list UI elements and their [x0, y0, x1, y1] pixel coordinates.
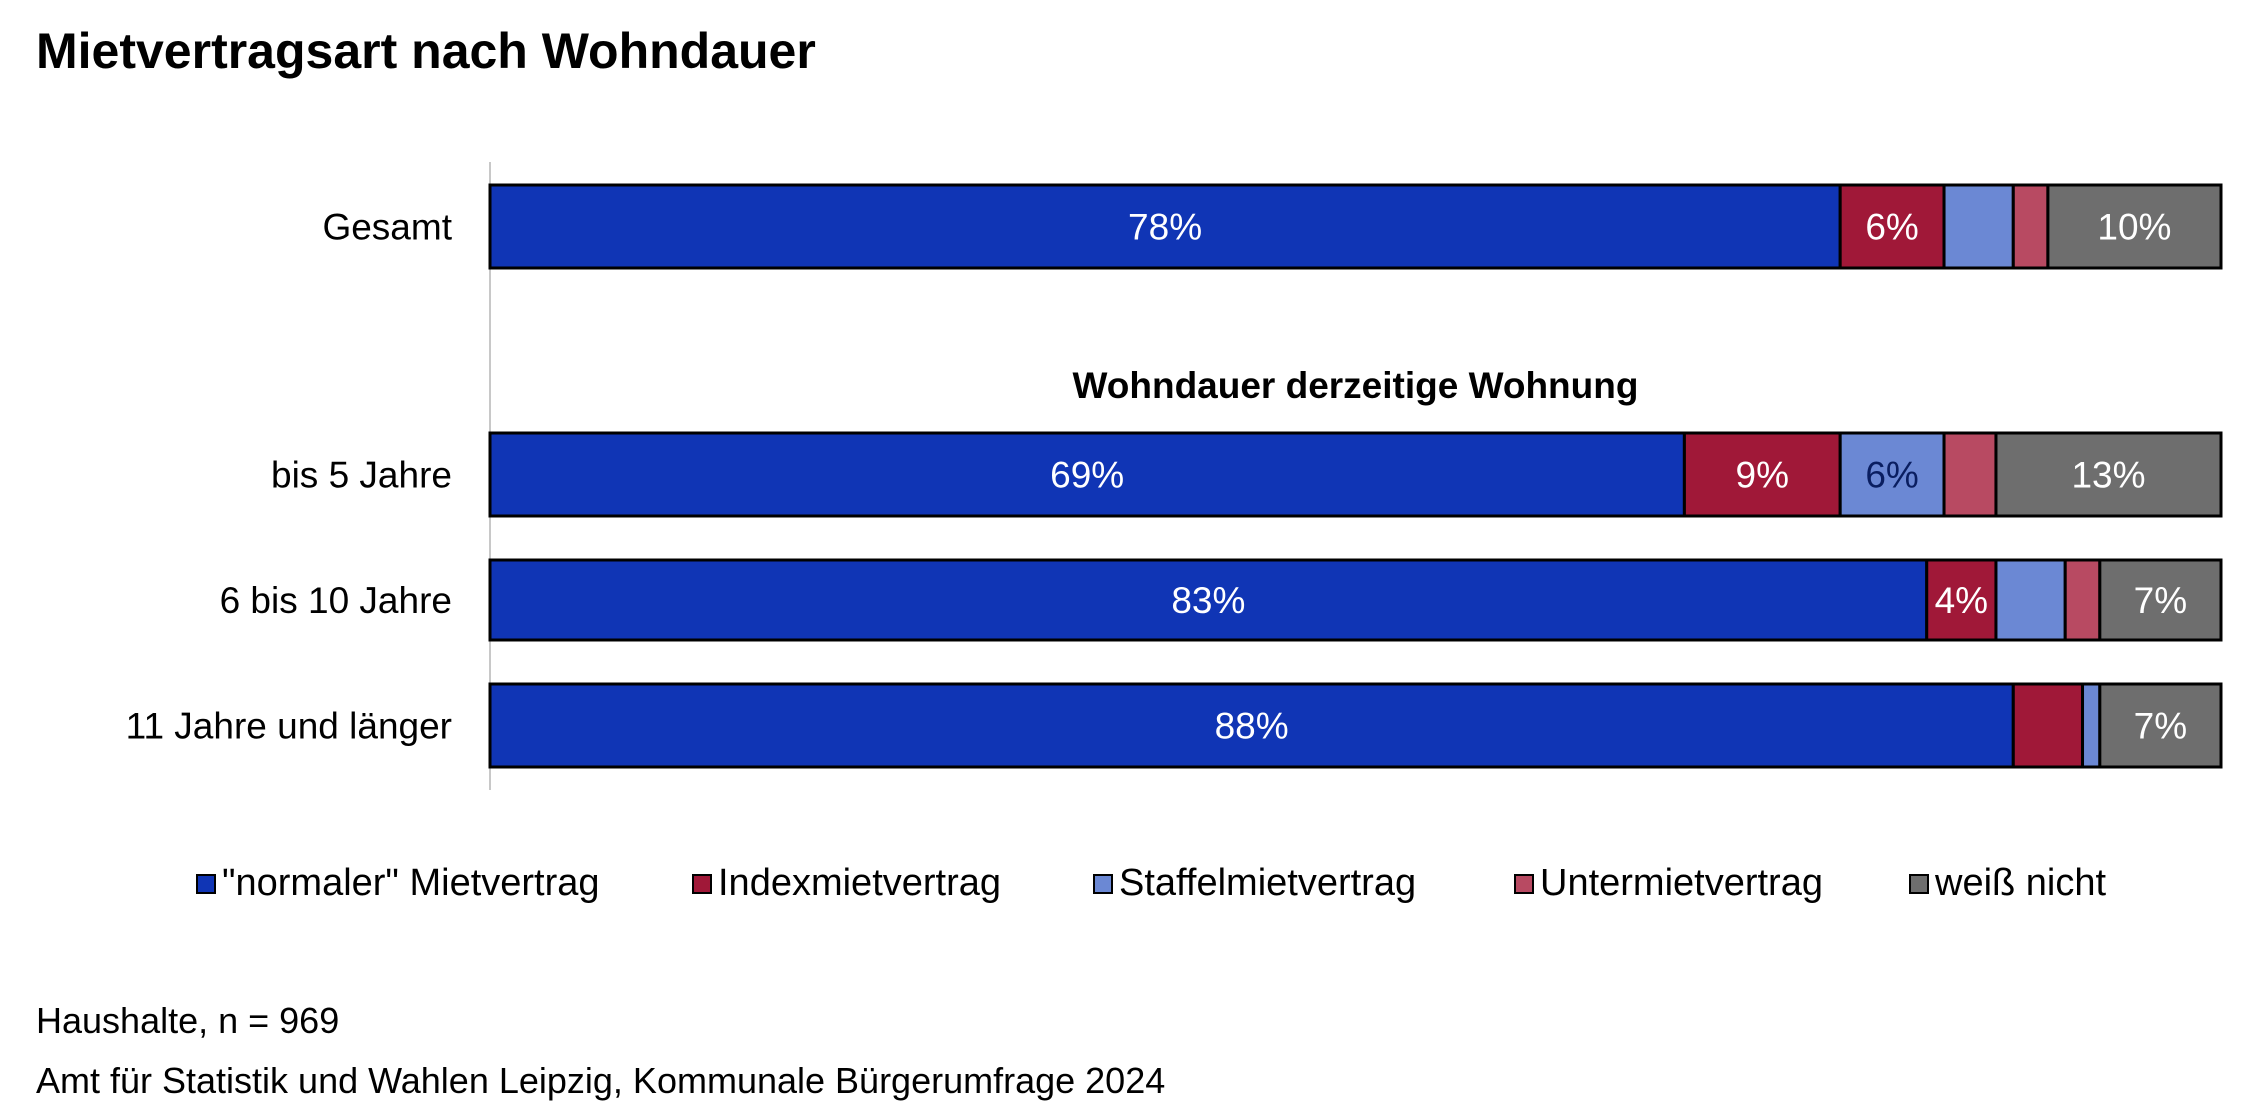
- stacked-bar-chart: Wohndauer derzeitige Wohnung Gesamt 78% 6% 1…: [126, 162, 2223, 790]
- data-label: 13%: [2071, 455, 2145, 496]
- bar-segment: [1838, 183, 1946, 270]
- bar-segment: [2098, 682, 2223, 769]
- legend-label: Staffelmietvertrag: [1119, 862, 1417, 904]
- legend-swatch: [1909, 873, 1929, 894]
- bar-segment: [2011, 682, 2085, 769]
- bar-segment: [1994, 558, 2067, 642]
- legend-label: weiß nicht: [1935, 862, 2107, 904]
- data-label: 78%: [1128, 207, 1202, 248]
- legend-swatch: [196, 873, 216, 894]
- legend-item: Untermietvertrag: [1514, 862, 1823, 905]
- legend-item: Staffelmietvertrag: [1093, 862, 1416, 905]
- category-label: 11 Jahre und länger: [126, 706, 452, 747]
- chart-title: Mietvertragsart nach Wohndauer: [36, 23, 816, 79]
- category-label: Gesamt: [322, 207, 452, 248]
- bar-segment: [1942, 431, 1998, 518]
- data-label: 6%: [1865, 455, 1918, 496]
- bar-segment: [2098, 558, 2223, 642]
- source-note: Amt für Statistik und Wahlen Leipzig, Ko…: [36, 1060, 1166, 1101]
- data-label: 7%: [2134, 580, 2187, 621]
- legend-swatch: [1093, 873, 1113, 894]
- sample-note: Haushalte, n = 969: [36, 1000, 340, 1041]
- category-label: bis 5 Jahre: [271, 455, 452, 496]
- data-label: 6%: [1865, 207, 1918, 248]
- bar-segment: [488, 183, 1842, 270]
- legend-item: "normaler" Mietvertrag: [196, 862, 600, 905]
- legend-label: "normaler" Mietvertrag: [222, 862, 600, 904]
- category-label: 6 bis 10 Jahre: [220, 580, 452, 621]
- legend-label: Indexmietvertrag: [718, 862, 1002, 904]
- bar-segment: [2081, 682, 2102, 769]
- bar-segment: [2011, 183, 2050, 270]
- legend-item: weiß nicht: [1909, 862, 2106, 905]
- data-label: 4%: [1935, 580, 1988, 621]
- legend-item: Indexmietvertrag: [692, 862, 1001, 905]
- bar-segment: [2046, 183, 2223, 270]
- bar-segment: [488, 682, 2015, 769]
- bar-segment: [2063, 558, 2102, 642]
- legend-label: Untermietvertrag: [1540, 862, 1823, 904]
- group-label: Wohndauer derzeitige Wohnung: [1073, 365, 1639, 406]
- bar-segment: [1994, 431, 2223, 518]
- data-label: 83%: [1171, 580, 1245, 621]
- data-label: 9%: [1736, 455, 1789, 496]
- bar-segment: [488, 431, 1686, 518]
- data-label: 10%: [2097, 207, 2171, 248]
- legend-swatch: [1514, 873, 1534, 894]
- bar-segment: [1838, 431, 1946, 518]
- bar-segment: [1942, 183, 2015, 270]
- data-label: 88%: [1215, 706, 1289, 747]
- legend-swatch: [692, 873, 712, 894]
- data-label: 7%: [2134, 706, 2187, 747]
- data-label: 69%: [1050, 455, 1124, 496]
